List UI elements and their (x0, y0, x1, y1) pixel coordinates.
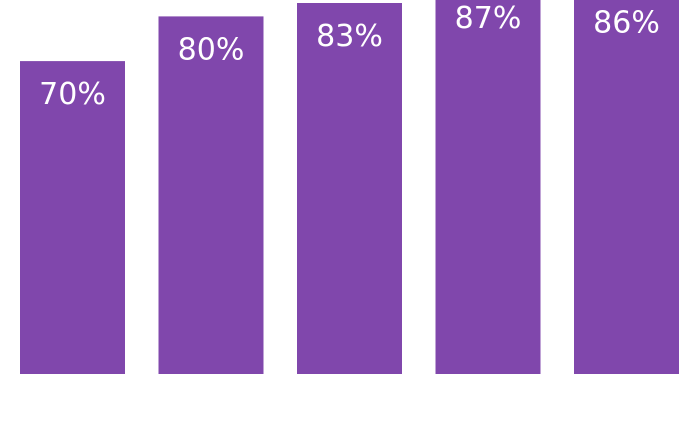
bar-3 (297, 3, 402, 374)
bar-value-label-4: 87% (455, 1, 522, 36)
bar-value-label-3: 83% (316, 19, 383, 54)
bar-value-label-5: 86% (593, 6, 660, 41)
bar-value-label-2: 80% (178, 32, 245, 67)
bar-4 (435, 0, 541, 374)
bar-2 (158, 16, 264, 375)
bar-5 (574, 0, 679, 374)
bar-value-label-1: 70% (39, 77, 106, 112)
bar-1 (20, 61, 125, 374)
